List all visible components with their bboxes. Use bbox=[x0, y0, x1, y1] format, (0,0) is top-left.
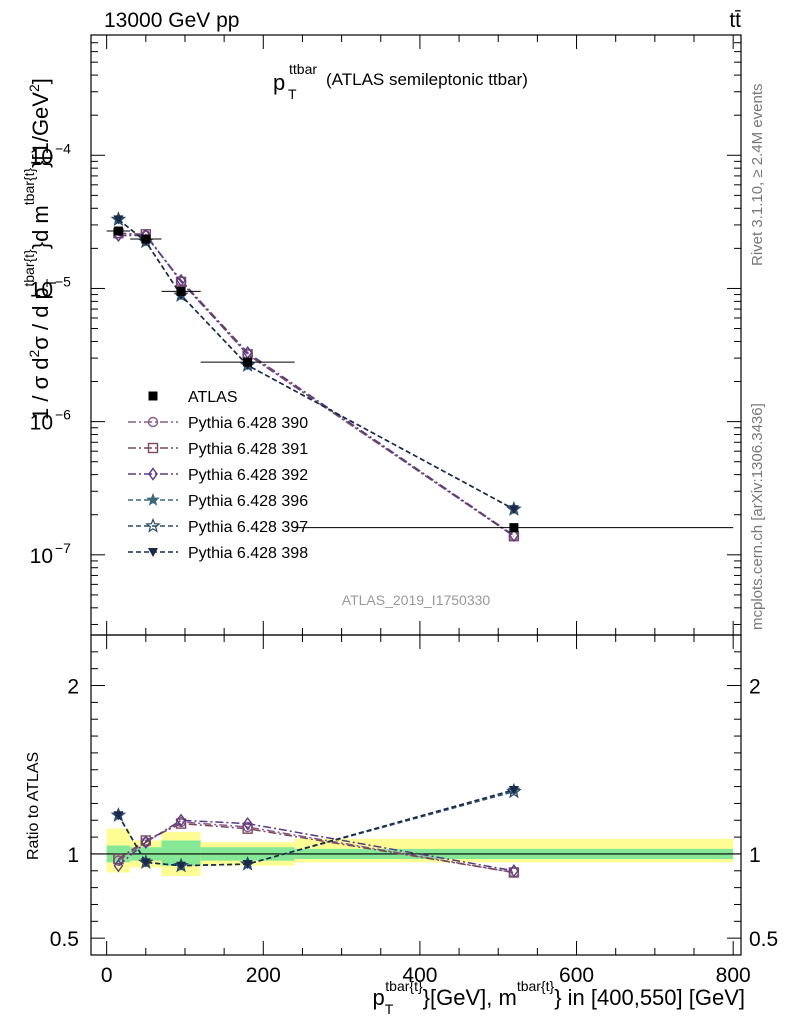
x-tick-label: 600 bbox=[559, 964, 594, 987]
legend-entry: Pythia 6.428 391 bbox=[128, 441, 308, 458]
ratio-series-point bbox=[175, 818, 187, 829]
legend-marker bbox=[147, 416, 159, 428]
main-plot-axes: 10−710−610−510−4 bbox=[30, 34, 741, 635]
series-point bbox=[509, 528, 519, 543]
legend-label: Pythia 6.428 398 bbox=[188, 545, 308, 562]
atlas-data-group bbox=[106, 226, 734, 533]
ratio-y-tick-label-right: 1 bbox=[749, 844, 761, 867]
main-y-axis-label: 1 / σ d2σ / d pTtbar{t}}d mtbar{t}}[1/Ge… bbox=[21, 78, 59, 420]
x-tick-label: 800 bbox=[716, 964, 751, 987]
analysis-id: ATLAS_2019_I1750330 bbox=[342, 592, 491, 608]
data-point bbox=[141, 234, 151, 244]
series-point bbox=[508, 505, 519, 515]
ratio-series-point bbox=[140, 858, 151, 868]
legend-label: Pythia 6.428 397 bbox=[188, 519, 308, 536]
ratio-series-point bbox=[242, 816, 253, 831]
ratio-y-tick-label: 2 bbox=[67, 676, 79, 699]
legend-label: Pythia 6.428 390 bbox=[188, 415, 308, 432]
ratio-series-6-group bbox=[113, 785, 519, 871]
data-point bbox=[113, 226, 123, 236]
legend-entry: Pythia 6.428 392 bbox=[128, 467, 308, 484]
ratio-series-line bbox=[117, 821, 515, 874]
plot-title-main: p bbox=[273, 70, 285, 95]
ratio-plot-frame bbox=[90, 634, 742, 956]
legend-marker bbox=[147, 442, 159, 454]
main-y-tick-exponent: −6 bbox=[55, 407, 71, 423]
main-y-tick-label: 10 bbox=[30, 545, 53, 568]
ratio-y-axis-label: Ratio to ATLAS bbox=[25, 752, 42, 860]
plot-title-rest: (ATLAS semileptonic ttbar) bbox=[326, 70, 528, 89]
legend-entry: Pythia 6.428 398 bbox=[128, 545, 308, 562]
legend-label: Pythia 6.428 392 bbox=[188, 467, 308, 484]
legend-label: ATLAS bbox=[188, 389, 238, 406]
legend-marker bbox=[148, 548, 158, 557]
ratio-plot-axes: 0.5 0.5 1 1 2 2 0 200 400 600 800 bbox=[50, 634, 778, 987]
energy-label: 13000 GeV pp bbox=[104, 9, 239, 32]
process-label: tt̄ bbox=[729, 9, 741, 32]
x-tick-label: 400 bbox=[402, 964, 437, 987]
ratio-series-point bbox=[242, 860, 253, 870]
x-tick-label: 0 bbox=[101, 964, 113, 987]
legend-entry: Pythia 6.428 397 bbox=[128, 517, 308, 536]
main-plot-panel: 10−710−610−510−4 p T ttbar (ATLAS semile… bbox=[21, 34, 742, 636]
main-y-tick-label: 10 bbox=[30, 412, 53, 435]
main-y-tick-exponent: −5 bbox=[55, 273, 71, 289]
x-tick-label: 200 bbox=[246, 964, 281, 987]
ratio-y-tick-label-right: 2 bbox=[749, 676, 761, 699]
legend-entry: Pythia 6.428 396 bbox=[128, 492, 308, 510]
ratio-series-point bbox=[176, 813, 186, 827]
data-point bbox=[243, 357, 253, 367]
series-point bbox=[113, 215, 124, 225]
legend-label: Pythia 6.428 396 bbox=[188, 493, 308, 510]
x-axis-label: pTtbar{t}}[GeV], mtbar{t}} in [400,550] … bbox=[372, 978, 745, 1017]
main-plot-marks bbox=[106, 211, 734, 543]
plot-title: p T ttbar (ATLAS semileptonic ttbar) bbox=[273, 61, 528, 102]
ratio-y-tick-label: 0.5 bbox=[50, 928, 79, 951]
main-y-tick-label: 10 bbox=[30, 278, 53, 301]
legend-marker bbox=[148, 467, 158, 481]
ratio-series-3-group bbox=[113, 813, 519, 878]
legend-entry: ATLAS bbox=[148, 389, 238, 406]
ratio-y-tick-label: 1 bbox=[67, 844, 79, 867]
ratio-series-point bbox=[113, 811, 124, 821]
data-point bbox=[176, 286, 186, 296]
ratio-series-point bbox=[113, 859, 124, 873]
series-line bbox=[118, 232, 515, 537]
legend-marker bbox=[146, 492, 160, 506]
plot-title-sub: T bbox=[288, 86, 297, 102]
series-point bbox=[176, 273, 186, 288]
mcplots-label: mcplots.cern.ch [arXiv:1306.3436] bbox=[749, 403, 766, 630]
rivet-label: Rivet 3.1.10, ≥ 2.4M events bbox=[749, 84, 766, 267]
ratio-uncertainty-bands bbox=[91, 828, 741, 876]
main-y-tick-exponent: −4 bbox=[55, 140, 71, 156]
legend-label: Pythia 6.428 391 bbox=[188, 441, 308, 458]
ratio-y-tick-label-right: 0.5 bbox=[749, 928, 778, 951]
ratio-series-point bbox=[508, 785, 519, 795]
legend: ATLAS Pythia 6.428 390 Pythia 6.428 391 Pyt… bbox=[128, 389, 308, 562]
ratio-plot-panel: 0.5 0.5 1 1 2 2 0 200 400 600 800 Ratio to ATLAS bbox=[25, 634, 778, 987]
plot-title-sup: ttbar bbox=[289, 61, 317, 77]
ratio-plot-marks bbox=[110, 782, 522, 878]
legend-entry: Pythia 6.428 390 bbox=[128, 415, 308, 432]
ratio-series-point bbox=[140, 835, 151, 849]
ratio-series-point bbox=[176, 861, 187, 871]
ratio-series-point bbox=[113, 853, 124, 865]
ratio-series-point bbox=[509, 864, 519, 878]
data-point bbox=[509, 523, 519, 533]
legend-marker bbox=[148, 391, 158, 401]
legend-marker bbox=[145, 517, 161, 533]
main-y-tick-exponent: −7 bbox=[55, 540, 71, 556]
main-y-tick-label: 10 bbox=[30, 145, 53, 168]
